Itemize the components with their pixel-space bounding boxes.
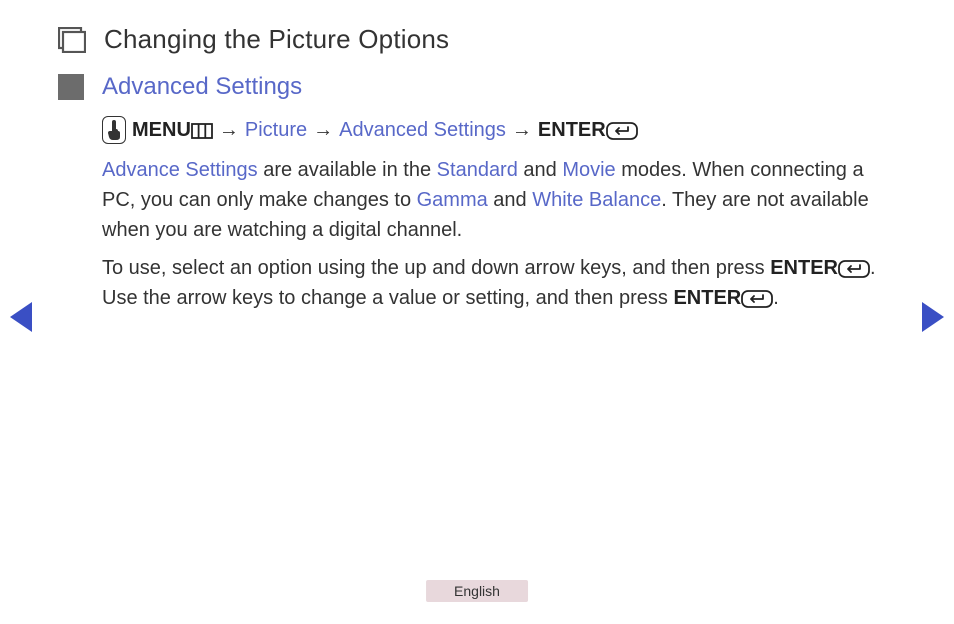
p1-t4: and [518,159,562,181]
p1-t8: and [488,189,532,211]
enter-text-inline: ENTER [673,287,741,309]
arrow-separator: → [512,115,532,145]
paragraph-1: Advance Settings are available in the St… [102,155,898,245]
nav-arrow-left-icon[interactable] [10,302,32,332]
title-row: Changing the Picture Options [58,24,898,55]
subtitle-row: Advanced Settings [58,73,898,101]
section-subtitle: Advanced Settings [102,73,302,101]
p2-t1: To use, select an option using the up an… [102,257,770,279]
menu-text: MENU [132,119,191,141]
nav-advanced-link: Advanced Settings [339,115,506,145]
white-balance-term: White Balance [532,189,661,211]
page-content: Changing the Picture Options Advanced Se… [58,24,898,321]
nav-picture-link: Picture [245,115,307,145]
p2-t5: . [773,287,779,309]
movie-term: Movie [562,159,615,181]
arrow-separator: → [313,115,333,145]
body-text: MENU → Picture → Advanced Settings → ENT… [102,115,898,313]
p1-t2: are available in the [258,159,437,181]
enter-icon [606,122,638,140]
navigation-path: MENU → Picture → Advanced Settings → ENT… [102,115,898,145]
square-bullet-icon [58,74,84,100]
enter-icon [838,260,870,278]
enter-icon [741,290,773,308]
paragraph-2: To use, select an option using the up an… [102,253,898,313]
menu-label: MENU [132,115,213,145]
enter-text: ENTER [538,119,606,141]
remote-finger-icon [102,116,126,144]
menu-grid-icon [191,123,213,139]
language-badge: English [426,580,528,602]
advance-settings-term: Advance Settings [102,159,258,181]
nav-arrow-right-icon[interactable] [922,302,944,332]
checkbox-icon [58,27,86,53]
gamma-term: Gamma [417,189,488,211]
standard-term: Standard [437,159,518,181]
page-title: Changing the Picture Options [104,24,449,55]
enter-label: ENTER [538,115,638,145]
enter-text-inline: ENTER [770,257,838,279]
arrow-separator: → [219,115,239,145]
